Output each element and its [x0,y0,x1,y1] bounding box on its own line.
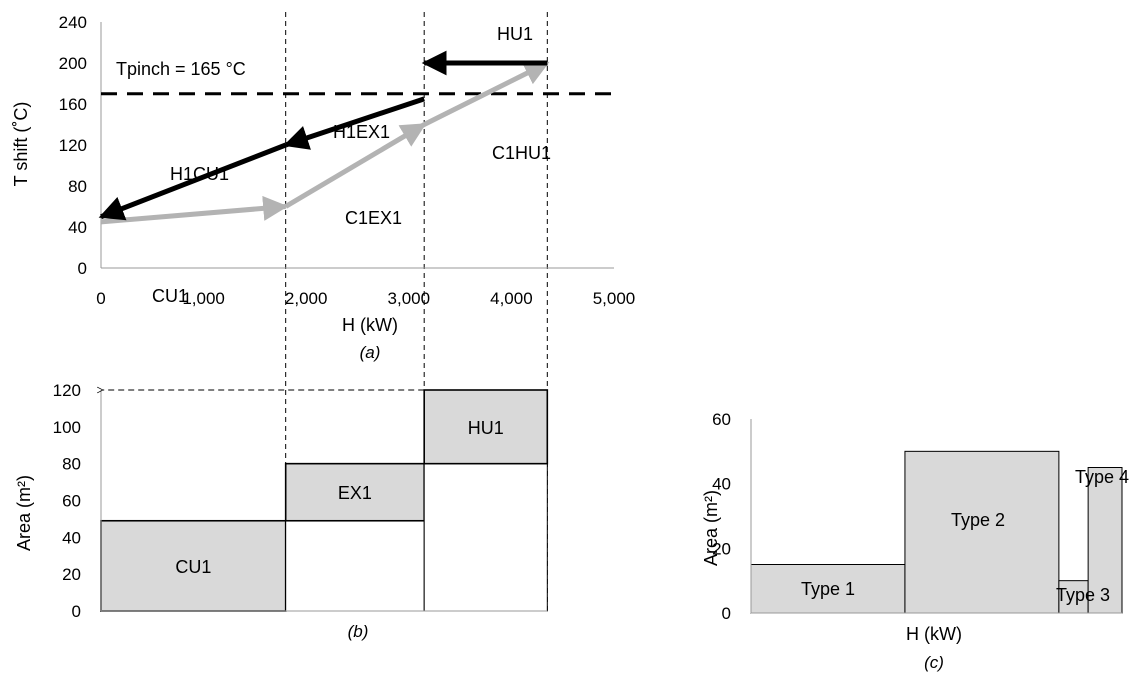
c-y-tick-0: 0 [722,604,731,623]
c-bar-type-2 [904,450,1060,614]
b-y-tick-120: 120 [53,381,81,400]
c-bar-label-type-3: Type 3 [1056,585,1110,605]
b-y-axis-label: Area (m²) [14,475,34,551]
c-bar-labels: Type 1 Type 2 Type 3 Type 4 [801,467,1129,605]
a-series-c1ex1 [284,122,427,209]
c-y-tick-labels: 0 20 40 60 [712,410,731,623]
b-y-tick-20: 20 [62,565,81,584]
a-x-axis-label: H (kW) [342,315,398,335]
a-x-tick-5-000: 5,000 [593,289,636,308]
a-series-h1cu1 [98,142,287,221]
a-series-label-cu1: CU1 [152,286,188,306]
a-series-label-c1ex1: C1EX1 [345,208,402,228]
b-y-tick-100: 100 [53,418,81,437]
b-y-tick-60: 60 [62,492,81,511]
c-bar-label-type-4: Type 4 [1075,467,1129,487]
a-x-tick-2-000: 2,000 [285,289,328,308]
a-pinch-label: Tpinch = 165 °C [116,59,246,79]
c-y-tick-40: 40 [712,475,731,494]
b-bar-label-hu1: HU1 [468,418,504,438]
a-y-tick-160: 160 [59,95,87,114]
a-series-label-h1cu1: H1CU1 [170,164,229,184]
c-y-axis-label: Area (m²) [701,490,721,566]
b-bar-hu1 [423,389,549,465]
a-series-cu1 [100,195,289,225]
b-y-tick-80: 80 [62,455,81,474]
a-y-tick-0: 0 [78,259,87,278]
a-y-tick-200: 200 [59,54,87,73]
b-y-tick-labels: 0 20 40 60 80 100 120 [53,381,81,621]
b-bar-label-cu1: CU1 [175,557,211,577]
b-y-tick-40: 40 [62,528,81,547]
a-series-c1hu1 [423,60,550,127]
c-bar-label-type-2: Type 2 [951,510,1005,530]
a-y-tick-40: 40 [68,218,87,237]
b-bar-cu1 [100,519,287,612]
chart-a-temperature-enthalpy: 0 40 80 120 160 200 240 0 1,000 2,000 3,000 4,000 5… [11,12,635,612]
a-caption: (a) [360,343,381,362]
b-bar-ex1 [284,462,425,522]
a-series-h1ex1 [283,96,425,150]
a-series-label-c1hu1: C1HU1 [492,143,551,163]
a-y-tick-labels: 0 40 80 120 160 200 240 [59,13,87,278]
a-series-lines [98,50,550,225]
a-x-tick-labels: 0 1,000 2,000 3,000 4,000 5,000 [96,289,635,308]
c-y-tick-60: 60 [712,410,731,429]
a-x-tick-0: 0 [96,289,105,308]
c-bars [750,450,1123,614]
a-y-tick-120: 120 [59,136,87,155]
c-x-axis-label: H (kW) [906,624,962,644]
a-x-tick-4-000: 4,000 [490,289,533,308]
c-bar-type-3 [1058,580,1089,614]
b-bar-labels: CU1 EX1 HU1 [175,418,503,577]
c-bar-label-type-1: Type 1 [801,579,855,599]
b-y-tick-0: 0 [72,602,81,621]
a-x-tick-1-000: 1,000 [182,289,225,308]
chart-b-area-profile: 0 20 40 60 80 100 120 CU1 EX1 HU1 Area (m²) (b) [14,381,549,641]
c-y-tick-20: 20 [712,539,731,558]
c-caption: (c) [924,653,944,672]
a-x-tick-3-000: 3,000 [388,289,431,308]
b-bar-label-ex1: EX1 [338,483,372,503]
b-caption: (b) [348,622,369,641]
c-bar-type-4 [1087,467,1123,614]
chart-c-area-by-type: 0 20 40 60 Type 1 Type 2 Type 3 Type 4 Area (m… [701,410,1129,672]
a-series-label-hu1: HU1 [497,24,533,44]
b-bars [100,389,549,612]
a-series-label-h1ex1: H1EX1 [333,122,390,142]
a-y-tick-240: 240 [59,13,87,32]
a-y-axis-label: T shift (˚C) [11,102,31,187]
a-y-tick-80: 80 [68,177,87,196]
a-series-labels: CU1 C1EX1 C1HU1 H1EX1 H1CU1 HU1 [152,24,551,306]
